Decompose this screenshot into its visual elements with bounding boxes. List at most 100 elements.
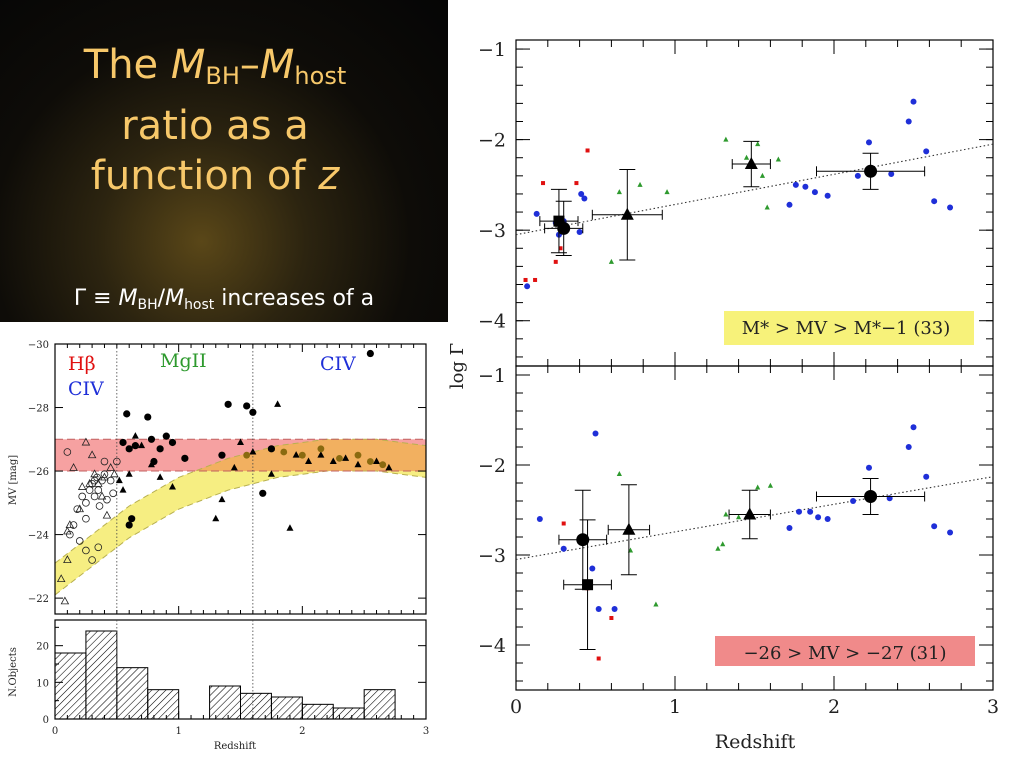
point-red — [609, 616, 614, 620]
slide-subtitle: Γ ≡ MBH/Mhost increases of a — [0, 284, 448, 320]
point-blue — [807, 508, 814, 515]
right-panel-bottom — [515, 365, 994, 691]
open-triangle — [102, 510, 112, 519]
open-circle — [82, 546, 90, 555]
band-circle — [280, 448, 288, 456]
point-green — [755, 484, 761, 490]
title-the: The — [83, 42, 171, 88]
x-tick-label: 1 — [669, 696, 681, 718]
y-tick-label: −2 — [478, 130, 506, 152]
right-panel-frame — [515, 365, 994, 691]
point-blue — [850, 498, 857, 504]
band-circle — [366, 458, 374, 465]
point-green — [723, 511, 729, 517]
point-blue — [811, 189, 818, 196]
title-line2: ratio as a — [121, 103, 309, 149]
hist-bar — [209, 685, 241, 720]
filled-circle — [131, 442, 139, 450]
title-bh-sub: BH — [205, 62, 240, 90]
open-triangle — [94, 478, 103, 487]
filled-circle — [125, 521, 133, 529]
point-blue — [592, 430, 599, 437]
point-green — [637, 181, 643, 187]
point-green — [775, 156, 781, 162]
fit-line — [515, 476, 994, 561]
filled-circle — [123, 410, 131, 418]
point-blue — [923, 148, 930, 155]
filled-triangle — [168, 482, 176, 490]
point-green — [755, 141, 761, 147]
point-blue — [923, 473, 930, 480]
point-red — [541, 181, 546, 186]
open-circle — [106, 476, 115, 485]
hist-bar — [363, 689, 396, 720]
top-box-bg — [724, 311, 974, 345]
open-triangle — [90, 469, 99, 478]
filled-circle — [147, 435, 156, 443]
open-triangle — [65, 520, 75, 529]
hist-bar — [332, 707, 365, 720]
point-green — [720, 541, 726, 547]
open-circle — [63, 448, 72, 456]
filled-circle — [156, 445, 164, 453]
filled-circle — [144, 413, 152, 421]
binned-circle — [576, 533, 590, 547]
filled-triangle — [237, 438, 244, 445]
point-red — [533, 277, 538, 282]
binned-circle — [864, 164, 878, 178]
filled-triangle — [342, 454, 350, 461]
open-circle — [75, 537, 84, 545]
open-triangle — [100, 472, 109, 481]
title-m2-symbol: M — [259, 42, 295, 88]
y-tick-label: −4 — [478, 311, 506, 333]
open-triangle — [85, 478, 94, 487]
y-tick-label: −1 — [478, 365, 506, 387]
open-triangle — [81, 437, 91, 446]
point-blue — [786, 525, 793, 531]
point-blue — [888, 171, 895, 178]
filled-circle — [128, 515, 136, 523]
point-blue — [796, 508, 803, 515]
filled-triangle — [305, 457, 313, 465]
filled-triangle — [119, 486, 127, 493]
point-blue — [524, 283, 531, 290]
open-circle — [100, 470, 109, 479]
point-green — [715, 545, 721, 551]
binned-triangle — [622, 522, 636, 535]
filled-circle — [243, 402, 251, 410]
filled-circle — [181, 454, 189, 462]
binned-triangle — [620, 207, 634, 220]
filled-circle — [168, 438, 177, 447]
subtitle-bh: BH — [137, 297, 158, 313]
fit-line — [515, 143, 994, 236]
region-label-hbeta: Hβ — [68, 353, 96, 375]
point-green — [723, 136, 729, 142]
open-triangle — [60, 596, 70, 605]
open-circle — [109, 489, 117, 498]
open-triangle — [69, 463, 78, 471]
title-panel: The MBH–Mhost ratio as a function of z Γ… — [0, 0, 448, 322]
band-circle — [243, 451, 251, 459]
bottom-box-bg — [715, 636, 975, 666]
title-dash: – — [239, 42, 260, 88]
yellow-band-edge — [54, 470, 427, 596]
y-tick-label: −1 — [478, 39, 506, 61]
filled-circle — [119, 438, 127, 447]
hist-ylabel: N.Objects — [8, 647, 19, 697]
point-blue — [910, 424, 917, 431]
open-triangle — [77, 482, 87, 490]
y-tick-label: −24 — [28, 531, 49, 542]
point-blue — [824, 192, 831, 199]
band-circle — [379, 461, 387, 469]
binned-triangle — [744, 157, 758, 170]
point-blue — [576, 228, 583, 235]
filled-circle — [259, 489, 267, 497]
point-blue — [947, 529, 954, 536]
yellow-band-edge — [54, 438, 427, 564]
point-blue — [611, 606, 618, 612]
filled-triangle — [131, 432, 139, 439]
filled-triangle — [218, 495, 226, 503]
point-red — [596, 656, 601, 661]
hist-bar — [85, 630, 118, 720]
point-blue — [581, 195, 588, 202]
